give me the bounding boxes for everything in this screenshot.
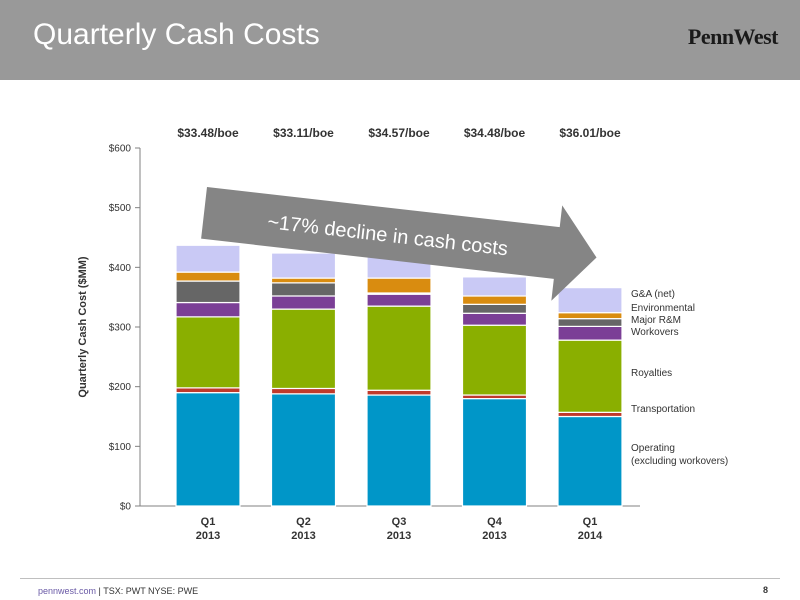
bar-segment (270, 277, 337, 284)
x-tick-label: 2013 (291, 530, 315, 542)
bar-segment (175, 387, 241, 394)
footer-tickers: TSX: PWT NYSE: PWE (103, 586, 199, 596)
page-number: 8 (762, 585, 768, 595)
x-tick-label: 2014 (578, 530, 603, 542)
x-tick-label: 2013 (482, 530, 506, 542)
y-tick-label: $100 (109, 442, 132, 453)
bar-segment (461, 303, 528, 314)
page-title: Quarterly Cash Costs (33, 18, 320, 51)
y-tick-label: $600 (109, 144, 132, 155)
per-boe-label: $36.01/boe (559, 126, 621, 140)
x-tick-label: Q4 (487, 516, 503, 528)
per-boe-label: $34.57/boe (368, 126, 430, 140)
arrow-shape (201, 187, 597, 301)
y-tick-label: $0 (120, 502, 132, 513)
bar-segment (366, 305, 432, 391)
footer: pennwest.com | TSX: PWT NYSE: PWE (38, 586, 198, 596)
bar-segment (175, 316, 241, 389)
bar-segment (175, 301, 241, 318)
bar-segment (461, 295, 528, 305)
bar-segment (461, 312, 528, 326)
x-tick-label: Q2 (296, 516, 311, 528)
bar-segment (557, 339, 623, 413)
legend-entry: Operating (631, 443, 675, 454)
bar-segment (175, 271, 241, 282)
bar-segment (270, 282, 337, 297)
legend-entry: Major R&M (631, 315, 681, 326)
bar-segment (270, 387, 337, 395)
bar-segment (366, 389, 432, 396)
per-boe-label: $33.11/boe (273, 126, 334, 140)
bar-segment (270, 308, 337, 390)
x-tick-label: 2013 (387, 530, 411, 542)
x-tick-label: Q1 (583, 516, 598, 528)
bar-segment (461, 324, 528, 396)
bar-segment (557, 325, 623, 341)
bar-segment (270, 393, 337, 507)
header-bar: Quarterly Cash Costs PennWest (0, 0, 800, 80)
x-tick-label: 2013 (196, 530, 220, 542)
bar-segment (366, 394, 432, 507)
y-tick-label: $200 (109, 382, 132, 393)
bar-segment (175, 244, 241, 273)
per-boe-label: $33.48/boe (177, 126, 239, 140)
bar-segment (557, 287, 623, 314)
legend-entry: Environmental (631, 303, 695, 314)
per-boe-label: $34.48/boe (464, 126, 526, 140)
bar-segment (557, 312, 623, 320)
bar-segment (461, 276, 528, 297)
footer-site-link[interactable]: pennwest.com (38, 586, 97, 596)
bar-segment (461, 398, 528, 507)
bar-segment (270, 252, 337, 279)
bar-segment (557, 318, 623, 328)
y-tick-label: $300 (109, 323, 132, 334)
bar-segment (175, 280, 241, 304)
legend-entry: G&A (net) (631, 289, 675, 300)
bar-segment (557, 415, 623, 507)
y-tick-label: $400 (109, 263, 132, 274)
legend-entry: (excluding workovers) (631, 456, 728, 467)
legend-entry: Transportation (631, 404, 695, 415)
bar-segment (557, 411, 623, 418)
footer-divider (20, 578, 780, 579)
bar-segment (366, 293, 432, 307)
y-tick-label: $500 (109, 203, 132, 214)
x-tick-label: Q1 (201, 516, 216, 528)
bar-segment (270, 295, 337, 310)
y-axis-label: Quarterly Cash Cost ($MM) (77, 256, 89, 398)
legend-entry: Royalties (631, 368, 672, 379)
legend-entry: Workovers (631, 327, 679, 338)
bar-segment (175, 392, 241, 507)
x-tick-label: Q3 (392, 516, 407, 528)
footer-separator: | (96, 586, 104, 596)
company-logo: PennWest (687, 24, 779, 49)
bar-segment (366, 277, 432, 294)
